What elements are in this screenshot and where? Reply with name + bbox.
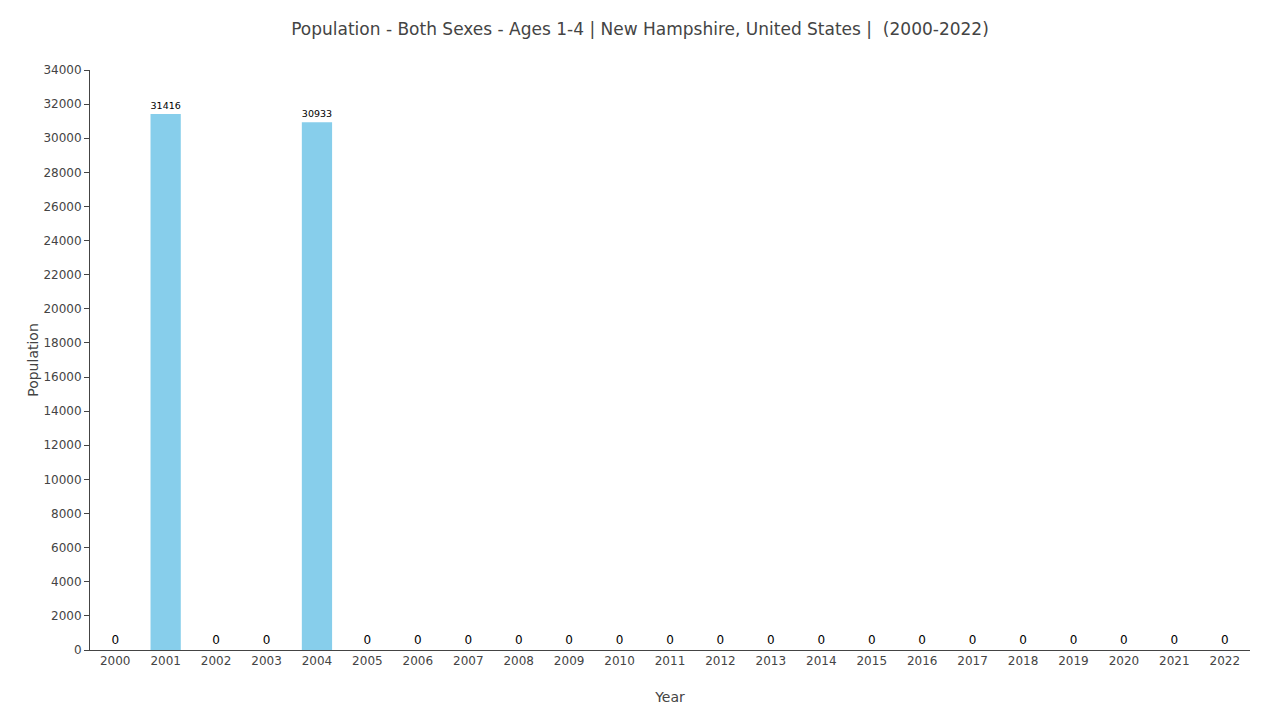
svg-text:2011: 2011: [655, 654, 686, 668]
svg-text:16000: 16000: [43, 370, 81, 384]
svg-text:0: 0: [616, 633, 624, 647]
svg-text:0: 0: [868, 633, 876, 647]
svg-text:0: 0: [364, 633, 372, 647]
svg-text:0: 0: [666, 633, 674, 647]
svg-text:30933: 30933: [302, 108, 332, 119]
svg-text:2016: 2016: [907, 654, 938, 668]
svg-text:28000: 28000: [43, 166, 81, 180]
svg-text:0: 0: [717, 633, 725, 647]
svg-text:2003: 2003: [251, 654, 282, 668]
svg-text:0: 0: [111, 633, 119, 647]
svg-text:2009: 2009: [554, 654, 585, 668]
svg-text:32000: 32000: [43, 97, 81, 111]
svg-text:6000: 6000: [51, 541, 82, 555]
svg-text:0: 0: [74, 643, 82, 657]
svg-text:4000: 4000: [51, 575, 82, 589]
svg-text:2019: 2019: [1058, 654, 1089, 668]
svg-text:2002: 2002: [201, 654, 232, 668]
svg-text:0: 0: [918, 633, 926, 647]
svg-text:0: 0: [767, 633, 775, 647]
svg-text:2021: 2021: [1159, 654, 1190, 668]
svg-text:18000: 18000: [43, 336, 81, 350]
svg-text:0: 0: [565, 633, 573, 647]
svg-text:Population - Both Sexes - Ages: Population - Both Sexes - Ages 1-4 | New…: [291, 19, 989, 39]
svg-text:0: 0: [212, 633, 220, 647]
svg-text:0: 0: [1070, 633, 1078, 647]
svg-text:Year: Year: [654, 689, 685, 705]
svg-text:0: 0: [414, 633, 422, 647]
svg-text:2004: 2004: [302, 654, 333, 668]
svg-text:2012: 2012: [705, 654, 736, 668]
svg-text:2017: 2017: [957, 654, 988, 668]
svg-text:30000: 30000: [43, 131, 81, 145]
svg-text:2010: 2010: [604, 654, 635, 668]
svg-text:2022: 2022: [1210, 654, 1241, 668]
svg-text:0: 0: [515, 633, 523, 647]
svg-text:2007: 2007: [453, 654, 484, 668]
svg-text:0: 0: [969, 633, 977, 647]
svg-text:31416: 31416: [151, 100, 181, 111]
svg-text:2015: 2015: [856, 654, 887, 668]
svg-text:14000: 14000: [43, 404, 81, 418]
svg-text:Population: Population: [25, 323, 41, 397]
svg-text:20000: 20000: [43, 302, 81, 316]
svg-text:2020: 2020: [1109, 654, 1140, 668]
svg-text:0: 0: [263, 633, 271, 647]
svg-text:12000: 12000: [43, 438, 81, 452]
svg-text:2014: 2014: [806, 654, 837, 668]
svg-text:0: 0: [464, 633, 472, 647]
svg-text:2000: 2000: [100, 654, 131, 668]
svg-text:2005: 2005: [352, 654, 383, 668]
svg-text:26000: 26000: [43, 200, 81, 214]
svg-text:2013: 2013: [756, 654, 787, 668]
svg-text:0: 0: [817, 633, 825, 647]
svg-text:2018: 2018: [1008, 654, 1039, 668]
svg-text:2000: 2000: [51, 609, 82, 623]
svg-text:0: 0: [1171, 633, 1179, 647]
svg-text:0: 0: [1019, 633, 1027, 647]
svg-text:34000: 34000: [43, 63, 81, 77]
svg-text:2001: 2001: [150, 654, 181, 668]
svg-text:2008: 2008: [503, 654, 534, 668]
svg-text:0: 0: [1221, 633, 1229, 647]
svg-text:10000: 10000: [43, 473, 81, 487]
svg-text:0: 0: [1120, 633, 1128, 647]
svg-text:2006: 2006: [403, 654, 434, 668]
svg-text:24000: 24000: [43, 234, 81, 248]
svg-text:8000: 8000: [51, 507, 82, 521]
svg-text:22000: 22000: [43, 268, 81, 282]
